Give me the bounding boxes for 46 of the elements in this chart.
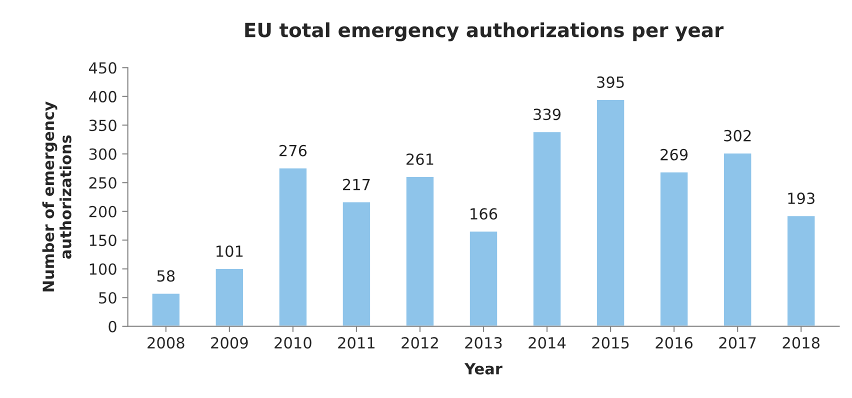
y-tick-label: 100 — [90, 263, 116, 275]
bar — [341, 200, 372, 326]
y-tick-label: 0 — [108, 320, 116, 332]
x-tick-label: 2010 — [274, 337, 312, 349]
data-label: 217 — [343, 178, 370, 190]
y-tick-label: 350 — [89, 120, 116, 132]
data-label: 339 — [534, 108, 561, 120]
data-label: 276 — [279, 144, 307, 156]
bar — [278, 166, 308, 326]
bar — [150, 292, 181, 326]
x-tick-label: 2008 — [148, 337, 184, 349]
data-label: 261 — [406, 153, 434, 166]
y-tick-label: 50 — [99, 292, 116, 304]
data-label: 193 — [788, 192, 814, 204]
y-tick-label: 300 — [89, 148, 116, 160]
bar — [532, 130, 562, 326]
x-tick-label: 2015 — [592, 337, 629, 349]
bar — [468, 230, 498, 326]
bar — [596, 98, 626, 326]
y-tick-label: 450 — [88, 62, 116, 74]
data-label: 58 — [157, 270, 175, 282]
data-label: 302 — [724, 130, 751, 142]
x-tick-label: 2018 — [782, 337, 820, 349]
x-tick-label: 2013 — [465, 337, 502, 349]
data-label: 269 — [660, 148, 688, 160]
y-tick-label: 250 — [89, 177, 116, 189]
bar — [722, 152, 753, 326]
bar — [659, 171, 690, 326]
x-tick-label: 2017 — [719, 337, 756, 349]
y-tick-label: 150 — [90, 234, 116, 246]
chart-title: EU total emergency authorizations per year — [245, 22, 724, 42]
y-tick-label: 400 — [88, 90, 116, 102]
data-label: 395 — [597, 76, 624, 88]
bar — [405, 176, 435, 326]
x-axis-title: Year — [464, 363, 502, 374]
y-axis-title: Number of emergency authorizations — [42, 102, 72, 292]
data-label: 166 — [470, 208, 498, 220]
x-tick-label: 2012 — [402, 337, 438, 349]
y-tick-label: 200 — [89, 206, 116, 218]
x-tick-label: 2011 — [338, 337, 374, 349]
x-tick-label: 2014 — [528, 337, 566, 349]
x-tick-label: 2016 — [656, 337, 693, 349]
bar — [214, 268, 244, 326]
bar — [786, 214, 816, 326]
x-tick-label: 2009 — [211, 337, 248, 349]
data-label: 101 — [216, 245, 243, 258]
